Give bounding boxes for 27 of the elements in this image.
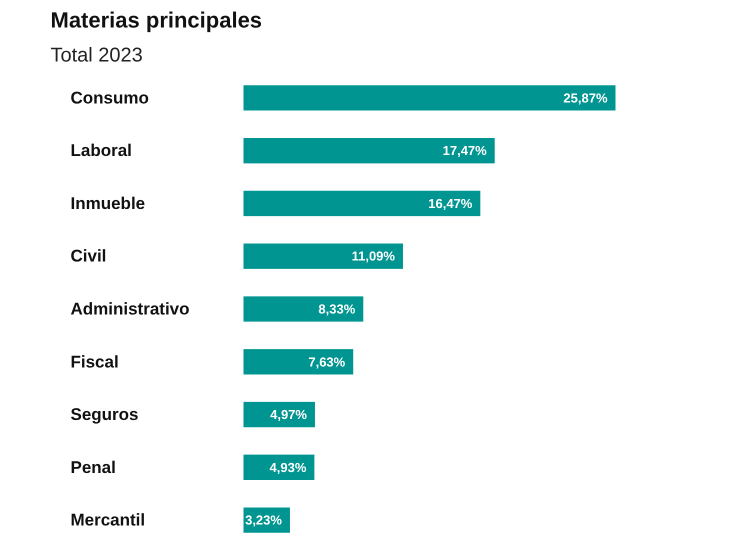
data-label: 3,23% (245, 512, 282, 528)
chart-subtitle: Total 2023 (50, 44, 143, 66)
y-tick-label: Seguros (70, 405, 139, 424)
y-tick-label: Fiscal (70, 352, 119, 372)
data-label: 25,87% (563, 90, 608, 106)
y-tick-label: Administrativo (70, 300, 190, 318)
bar (244, 138, 495, 164)
y-tick-label: Inmueble (70, 194, 146, 213)
y-tick-label: Laboral (70, 141, 132, 160)
data-label: 4,93% (270, 460, 307, 475)
data-label: 8,33% (318, 302, 356, 316)
data-label: 4,97% (270, 407, 308, 422)
bar (244, 190, 480, 216)
bar (244, 454, 314, 480)
y-tick-label: Mercantil (70, 510, 146, 530)
bar (244, 244, 403, 269)
y-tick-label: Penal (70, 458, 116, 477)
data-label: 11,09% (352, 248, 396, 264)
bar (244, 296, 364, 322)
y-tick-label: Consumo (70, 88, 149, 108)
chart-title: Materias principales (50, 8, 262, 32)
bar (244, 85, 616, 111)
data-label: 16,47% (428, 196, 473, 211)
data-label: 17,47% (442, 143, 488, 158)
bar (244, 349, 354, 374)
y-tick-label: Civil (70, 246, 106, 266)
data-label: 7,63% (308, 354, 346, 370)
